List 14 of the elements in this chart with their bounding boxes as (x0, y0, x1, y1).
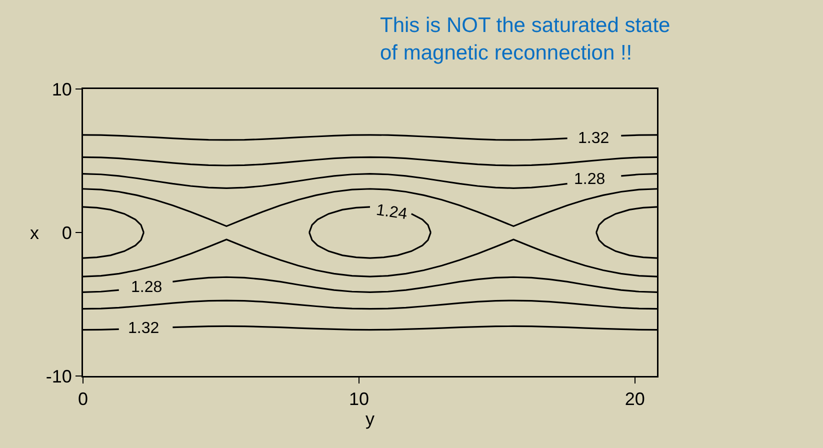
annotation: 1.32 (578, 130, 610, 147)
annotation: 1.24 (375, 202, 408, 224)
y-tick-label: 10 (52, 79, 72, 100)
y-axis-title: x (30, 223, 39, 243)
annotation: 1.28 (131, 279, 162, 296)
x-tick-label: 10 (348, 389, 369, 410)
x-axis-title: y (366, 409, 374, 430)
y-tick-label: -10 (46, 366, 72, 386)
x-tick-label: 20 (624, 389, 645, 410)
annotation: 1.28 (574, 171, 606, 188)
text: This is NOT the saturated state of magnetic reconnection !! (380, 14, 670, 64)
x-tick-label: 0 (78, 389, 88, 410)
annotation: 1.32 (128, 320, 160, 337)
y-tick-label: 0 (62, 222, 72, 243)
